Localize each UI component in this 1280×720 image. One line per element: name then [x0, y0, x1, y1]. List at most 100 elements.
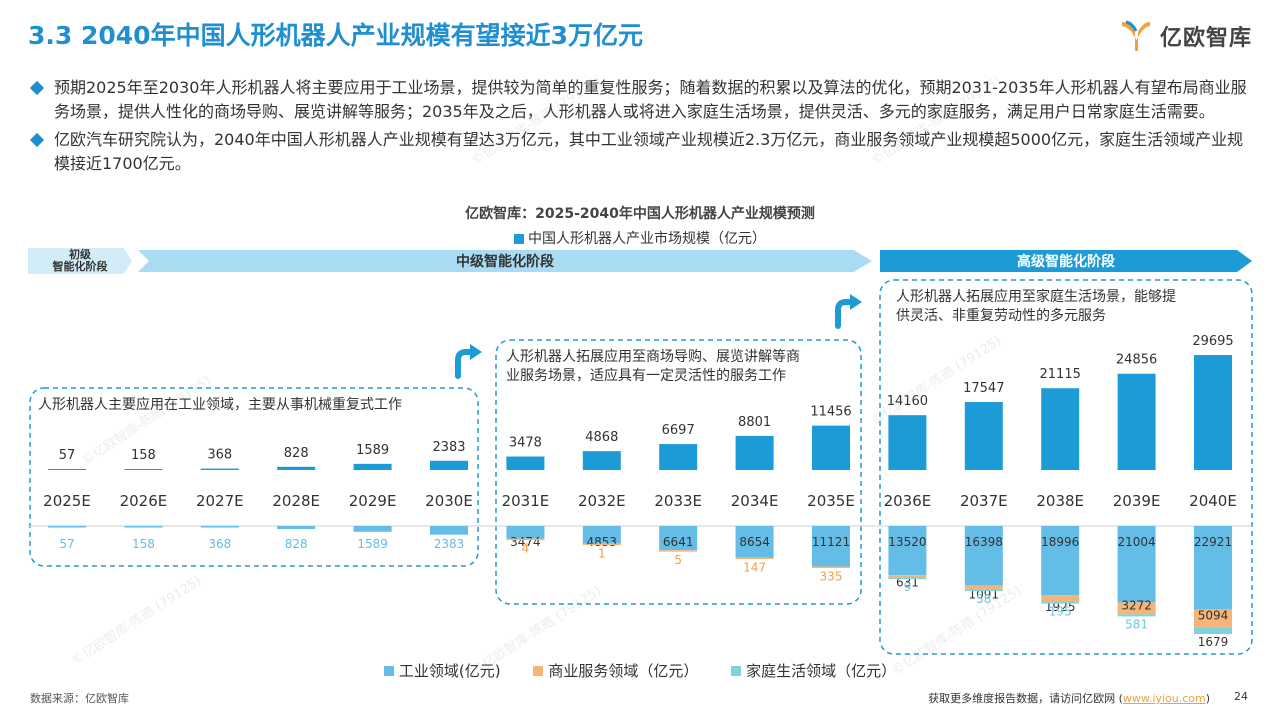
category-label: 2032E [578, 492, 626, 510]
footer-note: 获取更多维度报告数据，请访问亿欧网 (www.iyiou.com) [928, 690, 1210, 706]
data-label-industrial: 57 [59, 537, 74, 551]
brand-logo: 亿欧智库 [1118, 18, 1252, 54]
data-label-industrial: 3474 [510, 535, 541, 549]
data-label-home: 1679 [1198, 635, 1229, 649]
data-label-industrial: 22921 [1194, 535, 1232, 549]
top-legend: 中国人形机器人产业市场规模（亿元） [0, 228, 1280, 248]
data-label-industrial: 8654 [739, 535, 770, 549]
data-label-total: 158 [131, 448, 156, 463]
legend-label-commercial: 商业服务领域（亿元） [548, 662, 699, 680]
data-label-commercial: 3272 [1121, 598, 1152, 612]
bar-commercial [964, 585, 1003, 590]
bar-total [124, 469, 163, 470]
category-label: 2028E [272, 492, 320, 510]
data-label-total: 828 [284, 446, 309, 461]
legend-item-home: 家庭生活领域（亿元） [731, 660, 896, 681]
data-source: 数据来源：亿欧智库 [30, 692, 129, 705]
up-arrow-icon [835, 299, 855, 329]
data-label-total: 4868 [585, 430, 618, 445]
bar-industrial [964, 526, 1003, 586]
bar-industrial [353, 526, 392, 532]
category-label: 2026E [120, 492, 168, 510]
bar-industrial [48, 526, 86, 528]
legend-swatch-commercial [533, 666, 544, 676]
data-label-commercial: 5 [674, 553, 682, 567]
data-label-total: 17547 [963, 381, 1004, 396]
data-label-total: 24856 [1116, 353, 1157, 368]
bar-total [506, 456, 545, 470]
bar-home [1041, 602, 1080, 604]
data-label-industrial: 1589 [357, 537, 388, 551]
data-label-total: 1589 [356, 443, 389, 458]
data-label-industrial: 158 [132, 537, 155, 551]
bar-commercial [1194, 609, 1232, 628]
bar-commercial [506, 538, 545, 541]
data-label-home: 58 [976, 592, 991, 606]
data-label-total: 3478 [509, 436, 542, 451]
bar-total [582, 451, 621, 470]
yiou-logo-icon [1122, 20, 1150, 51]
bar-industrial [735, 526, 774, 558]
group-box-industrial [29, 387, 479, 567]
footer-link[interactable]: www.iyiou.com [1122, 692, 1206, 705]
bar-home [964, 589, 1003, 592]
data-label-home: 9 [904, 580, 912, 594]
bar-commercial [888, 575, 927, 578]
data-label-industrial: 13520 [888, 535, 926, 549]
bullet-item: 预期2025年至2030年人形机器人将主要应用于工业场景，提供较为简单的重复性服… [29, 76, 1258, 124]
bar-total [964, 402, 1003, 470]
category-label: 2025E [43, 492, 91, 510]
category-label: 2034E [731, 492, 779, 510]
top-legend-label: 中国人形机器人产业市场规模（亿元） [528, 231, 766, 247]
category-label: 2036E [884, 492, 932, 510]
data-label-total: 2383 [432, 440, 465, 455]
data-label-industrial: 828 [285, 537, 308, 551]
data-label-total: 8801 [738, 415, 771, 430]
category-label: 2035E [807, 492, 855, 510]
annotation-commercial-line1: 人形机器人拓展应用至商场导购、展览讲解等商 [506, 348, 800, 365]
data-label-total: 57 [59, 448, 76, 463]
data-label-industrial: 4853 [587, 535, 618, 549]
bar-commercial [1117, 602, 1156, 615]
bar-commercial [812, 566, 850, 568]
bar-total [1117, 373, 1156, 470]
logo-text: 亿欧智库 [1160, 26, 1253, 51]
bar-commercial [1041, 595, 1080, 603]
legend-label-industrial: 工业领域(亿元) [398, 662, 501, 680]
stage-intermediate: 中级智能化阶段 [138, 250, 872, 272]
legend-label-home: 家庭生活领域（亿元） [746, 662, 897, 680]
bar-home [1194, 627, 1232, 634]
page-number: 24 [1234, 690, 1248, 703]
bar-total [200, 468, 239, 470]
bar-home [888, 577, 927, 579]
bottom-legend: 工业领域(亿元) 商业服务领域（亿元） 家庭生活领域（亿元） [0, 660, 1280, 681]
bar-industrial [506, 526, 545, 539]
bar-total [430, 460, 468, 470]
category-label: 2030E [425, 492, 473, 510]
bar-total [735, 435, 774, 470]
data-label-commercial: 335 [820, 569, 843, 583]
bar-commercial [659, 550, 698, 552]
bar-commercial [735, 557, 774, 559]
stage-primary-line2: 智能化阶段 [52, 260, 108, 273]
legend-swatch-total [514, 234, 524, 244]
category-label: 2037E [960, 492, 1008, 510]
stage-primary-line1: 初级 [69, 248, 91, 261]
annotation-commercial-line2: 业服务场景，适应具有一定灵活性的服务工作 [506, 367, 786, 384]
bar-industrial [430, 526, 468, 535]
stage-advanced: 高级智能化阶段 [880, 250, 1252, 272]
bar-total [888, 415, 927, 470]
data-label-total: 11456 [810, 405, 851, 420]
data-label-total: 29695 [1192, 334, 1233, 349]
bar-industrial [1194, 526, 1232, 610]
data-label-commercial: 4 [522, 542, 530, 556]
legend-swatch-industrial [383, 666, 394, 676]
legend-item-industrial: 工业领域(亿元) [383, 660, 501, 681]
category-label: 2039E [1113, 492, 1161, 510]
bullet-text: 亿欧汽车研究院认为，2040年中国人形机器人产业规模有望达3万亿元，其中工业领域… [54, 130, 1244, 173]
stage-primary: 初级 智能化阶段 [28, 248, 132, 274]
bar-total [353, 463, 392, 470]
bar-total [1041, 388, 1080, 470]
bar-total [1194, 355, 1232, 470]
